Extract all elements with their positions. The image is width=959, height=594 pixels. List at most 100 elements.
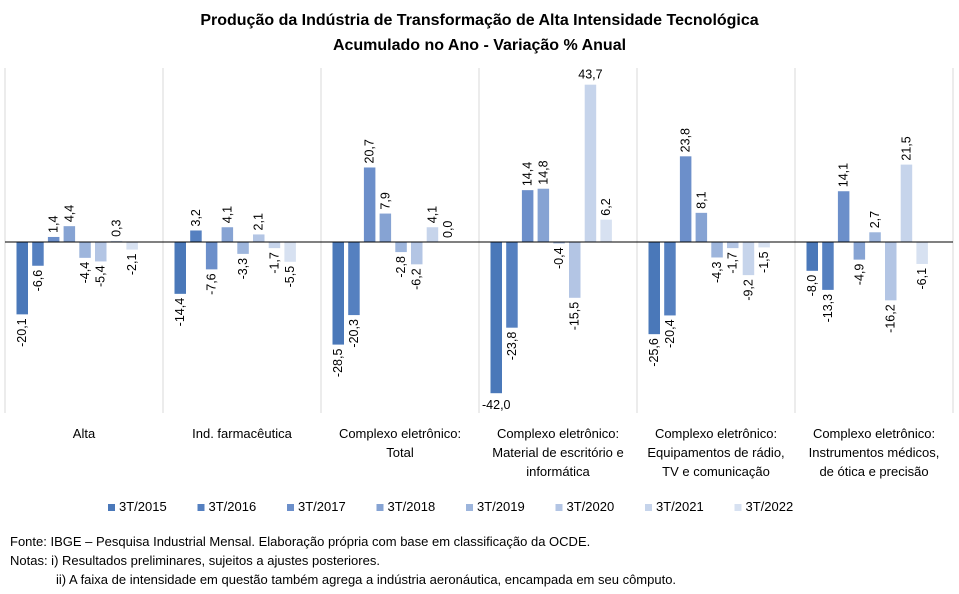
data-label: 14,4 (521, 162, 535, 186)
bar (16, 242, 28, 315)
note-aeronautics: ii) A faixa de intensidade em questão ta… (56, 572, 677, 587)
data-label: 1,4 (47, 216, 61, 233)
bar (221, 227, 234, 242)
data-label: -20,3 (347, 319, 361, 348)
bar (426, 227, 439, 242)
data-label: -1,7 (726, 252, 740, 274)
data-label: -14,4 (173, 298, 187, 327)
data-label: -15,5 (568, 302, 582, 331)
bar (332, 242, 344, 345)
note-preliminary: Notas: i) Resultados preliminares, sujei… (10, 553, 380, 568)
data-label: -20,4 (663, 319, 677, 348)
data-label: -23,8 (505, 332, 519, 361)
data-label: -6,2 (410, 268, 424, 290)
bar (742, 242, 755, 276)
legend-label: 3T/2015 (119, 499, 167, 514)
category-label: Material de escritório e (492, 445, 624, 460)
legend-label: 3T/2018 (388, 499, 436, 514)
bar (900, 164, 913, 242)
data-label: 7,9 (378, 192, 392, 209)
data-label: -9,2 (741, 279, 755, 301)
bar (822, 242, 834, 290)
chart-subtitle: Acumulado no Ano - Variação % Anual (332, 37, 627, 54)
legend-swatch (376, 504, 384, 511)
data-label: -4,4 (78, 262, 92, 284)
data-label: -5,5 (283, 266, 297, 288)
bar (869, 232, 881, 242)
bar (569, 242, 581, 298)
data-label: 21,5 (899, 136, 913, 160)
bar (837, 191, 850, 242)
data-label: 14,8 (536, 160, 550, 184)
legend-swatch (287, 504, 294, 511)
data-label: 4,4 (62, 205, 76, 222)
legend-label: 3T/2022 (746, 499, 794, 514)
data-label: -7,6 (205, 273, 219, 295)
data-label: 3,2 (189, 209, 203, 226)
data-label: -3,3 (236, 258, 250, 280)
data-label: 0,0 (441, 221, 455, 238)
bar (521, 190, 534, 242)
bar (126, 242, 138, 250)
category-label: Complexo eletrônico: (497, 426, 619, 441)
legend-label: 3T/2019 (477, 499, 525, 514)
data-label: -0,4 (552, 247, 566, 269)
bar (32, 242, 44, 266)
bar (174, 242, 186, 294)
chart-title: Produção da Indústria de Transformação d… (200, 12, 759, 29)
bar (679, 156, 692, 242)
bar (95, 242, 107, 262)
data-label: -42,0 (482, 398, 511, 412)
bar (379, 213, 392, 242)
data-label: -1,5 (757, 251, 771, 273)
legend-label: 3T/2016 (209, 499, 257, 514)
category-label: Ind. farmacêutica (192, 426, 292, 441)
data-label: 20,7 (363, 139, 377, 163)
bar (664, 242, 676, 316)
data-label: 4,1 (425, 206, 439, 223)
category-label: Complexo eletrônico: (813, 426, 935, 441)
data-label: -16,2 (884, 304, 898, 333)
data-label: 14,1 (837, 163, 851, 187)
data-label: -6,6 (31, 270, 45, 292)
legend-label: 3T/2020 (567, 499, 615, 514)
legend-swatch (108, 504, 115, 511)
category-label: Total (386, 445, 414, 460)
bar (47, 236, 60, 242)
category-label: Alta (73, 426, 96, 441)
category-label: TV e comunicação (662, 464, 770, 479)
category-label: Complexo eletrônico: (655, 426, 777, 441)
data-label: 8,1 (694, 191, 708, 208)
bar (205, 242, 218, 270)
legend-label: 3T/2017 (298, 499, 346, 514)
data-label: -5,4 (94, 265, 108, 287)
data-label: 2,1 (252, 213, 266, 230)
bar (284, 242, 296, 262)
data-label: -4,3 (710, 261, 724, 283)
source-note: Fonte: IBGE – Pesquisa Industrial Mensal… (10, 534, 591, 549)
data-label: 0,3 (109, 219, 123, 236)
bar (395, 242, 407, 253)
bar (237, 242, 249, 254)
bar (584, 84, 597, 243)
bar (268, 242, 281, 249)
bar (110, 240, 123, 242)
legend-swatch (466, 504, 473, 511)
data-label: 43,7 (578, 68, 602, 82)
bar (758, 242, 770, 248)
bar (885, 242, 897, 301)
data-label: -6,1 (915, 268, 929, 290)
bar (506, 242, 518, 328)
bar (695, 212, 708, 242)
data-label: -1,7 (267, 252, 281, 274)
bar (79, 242, 91, 258)
category-label: de ótica e precisão (819, 464, 928, 479)
bar (853, 242, 866, 260)
data-label: -2,8 (394, 256, 408, 278)
bar (63, 226, 76, 242)
bar (648, 242, 660, 335)
data-label: 4,1 (220, 206, 234, 223)
data-label: 2,7 (868, 211, 882, 228)
